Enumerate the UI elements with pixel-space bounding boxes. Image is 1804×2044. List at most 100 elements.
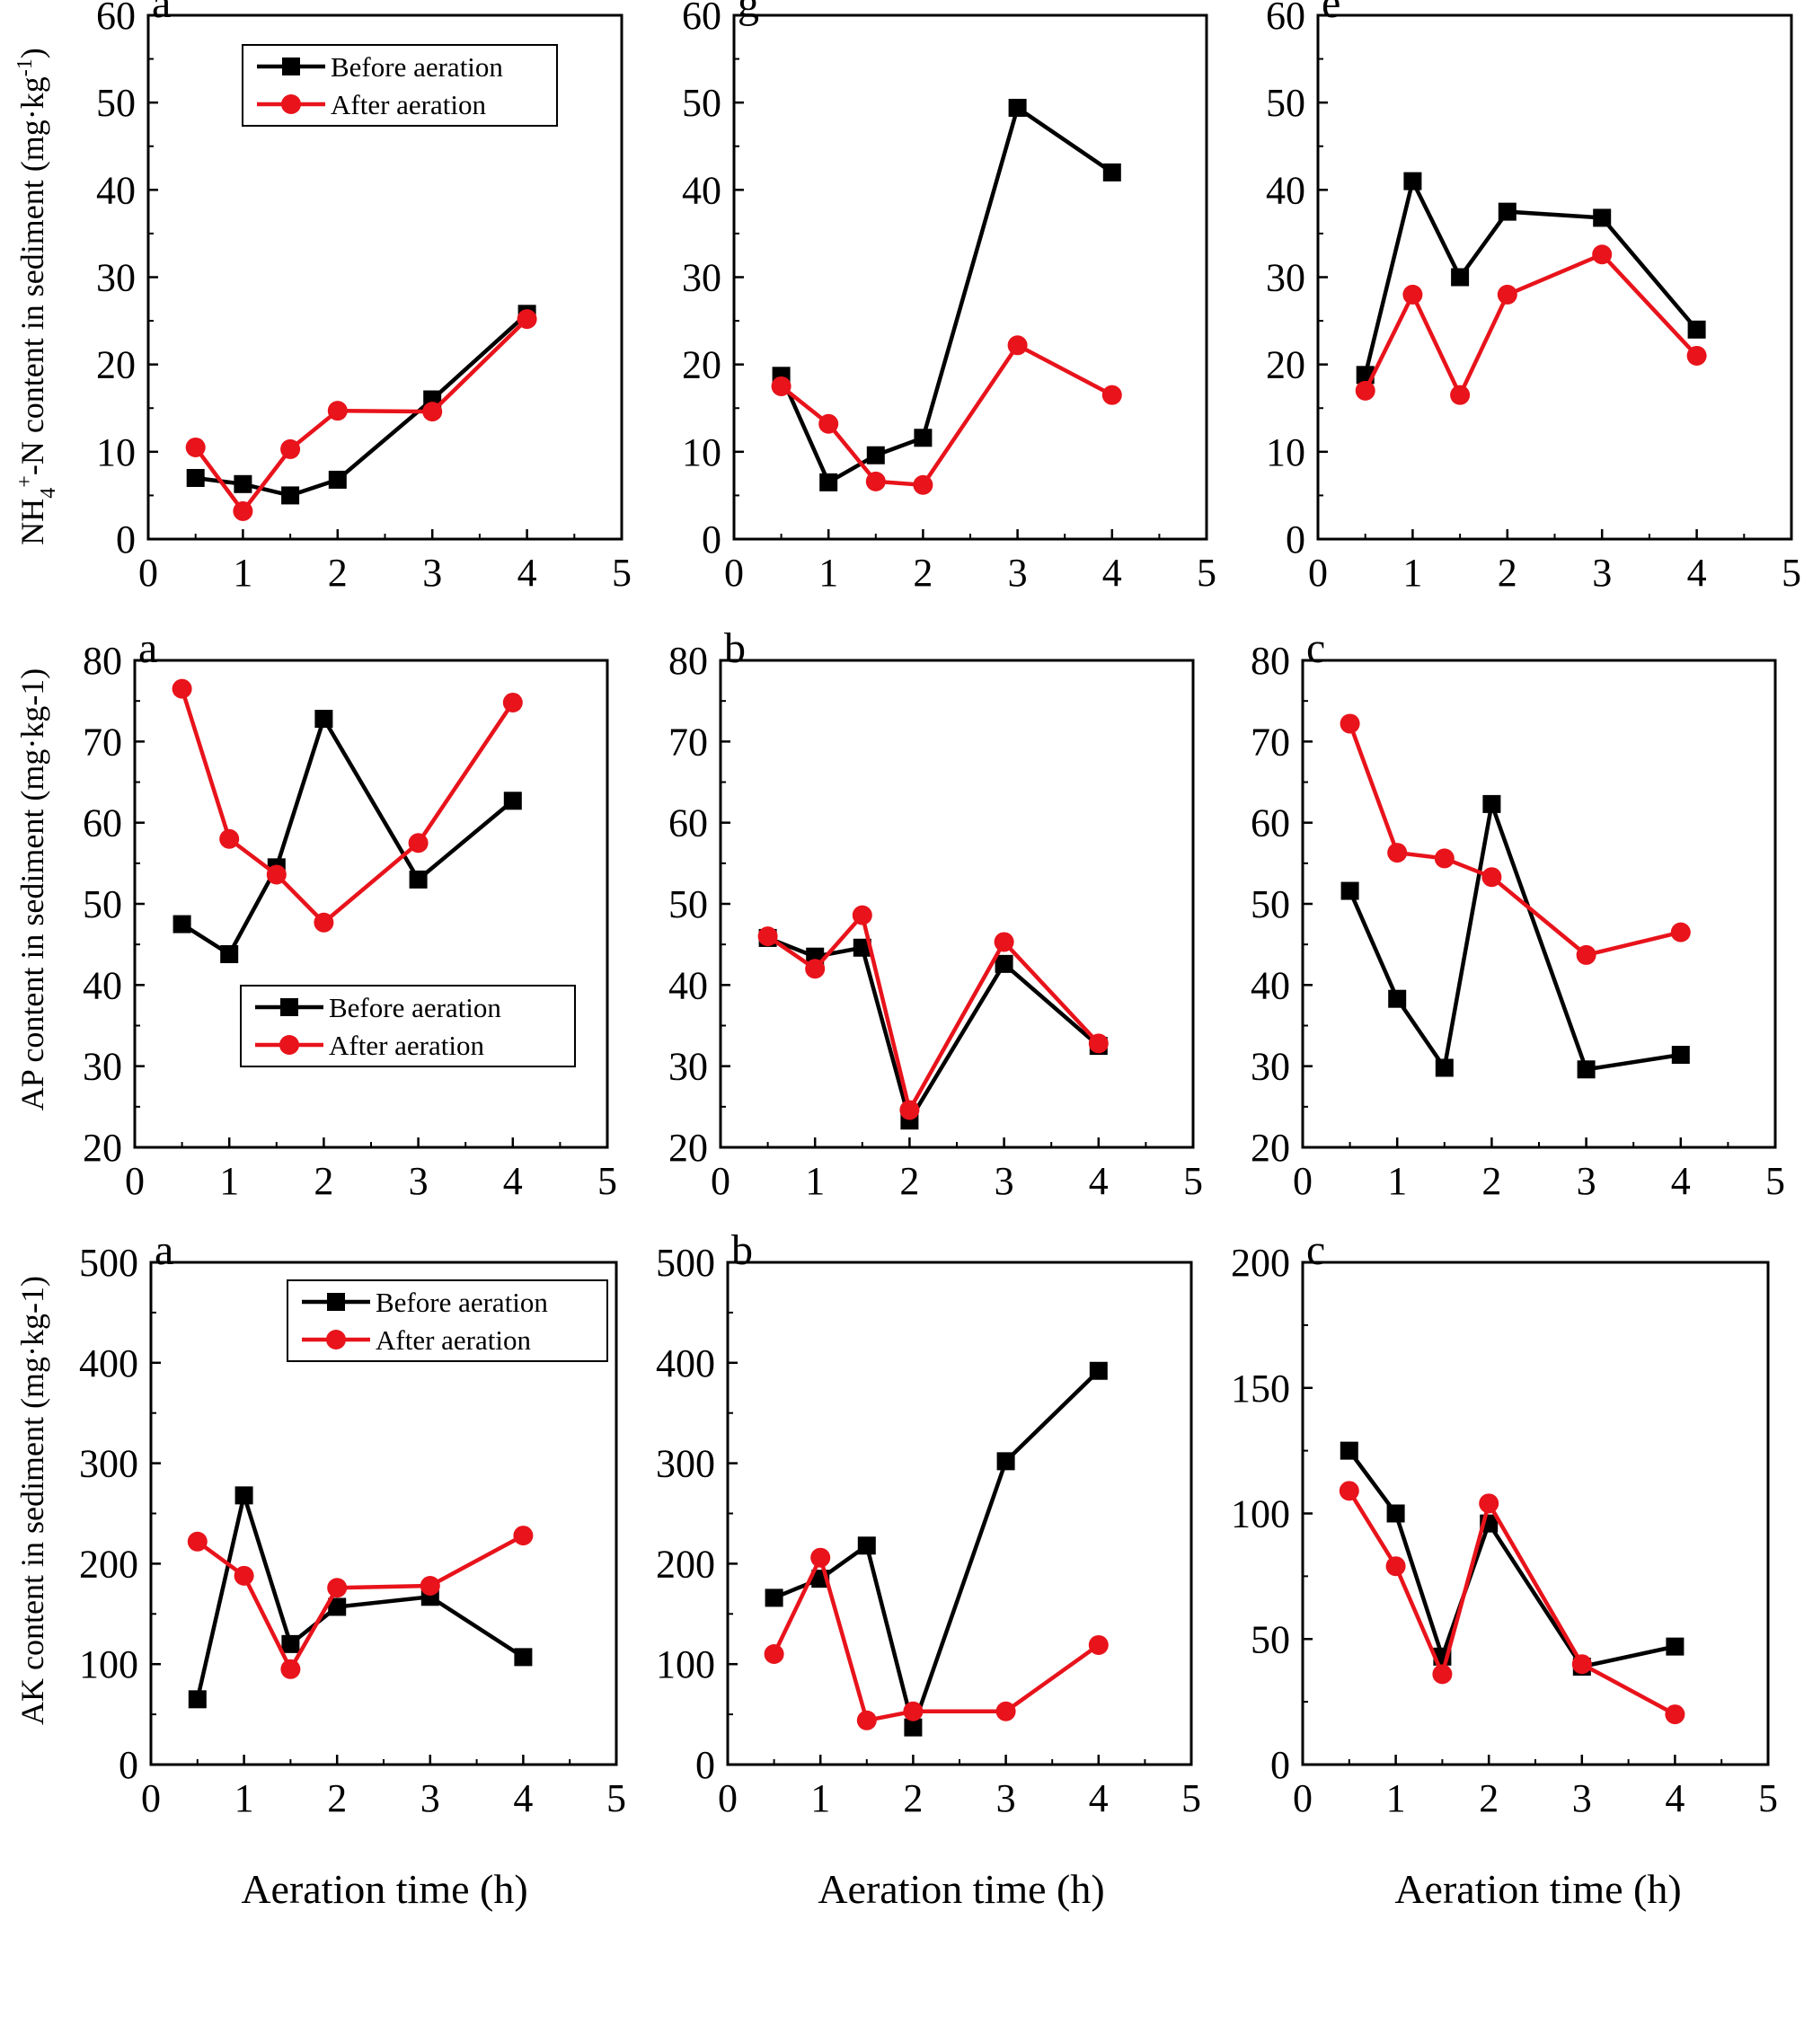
before-point [1089,1361,1108,1380]
legend-before-marker [282,58,300,75]
y-tick-label: 60 [1251,801,1290,845]
panel-1-1: 0 1 2 3 4 5 20 30 40 50 60 70 80 b [668,624,1203,1203]
y-tick-label: 10 [682,430,721,474]
before-point [1386,1504,1405,1523]
after-point [818,413,839,434]
after-point [1355,380,1375,401]
y-tick-label: 50 [1266,81,1305,125]
after-point [408,833,429,854]
x-tick-label: 4 [1089,1776,1109,1820]
x-tick-label: 3 [1577,1159,1596,1203]
y-tick-label: 30 [668,1045,708,1089]
after-point [899,1100,920,1120]
plot-frame [719,659,1195,1149]
before-point [1482,794,1501,813]
after-point [420,1575,440,1596]
y-tick-label: 100 [656,1642,715,1686]
x-tick-label: 1 [233,551,252,595]
before-point [503,792,522,810]
after-aeration-line [180,687,515,925]
y-tick-label: 70 [668,720,708,764]
ylabel-nh4-sup: + [13,475,37,488]
before-aeration-line [195,1487,525,1700]
x-tick-label: 5 [612,551,632,595]
y-tick-label: 60 [83,801,122,845]
after-point [865,471,886,491]
before-point [409,870,428,889]
panel-1-2: 0 1 2 3 4 5 20 30 40 50 60 70 80 c [1251,624,1785,1203]
y-tick-label: 40 [96,168,136,212]
before-point [514,1648,533,1667]
before-aeration-line [195,312,529,498]
x-tick-label: 2 [327,1776,347,1820]
before-point [996,1452,1015,1471]
y-tick-label: 20 [682,343,721,387]
y-tick-label: 0 [1270,1743,1290,1787]
x-tick-label: 4 [1665,1776,1685,1820]
after-point [1088,1033,1109,1054]
y-tick-label: 200 [79,1542,138,1586]
after-point [1340,713,1360,734]
after-point [422,402,443,422]
legend-after-marker [279,1035,299,1055]
before-point [1666,1637,1685,1656]
after-point [502,692,523,712]
after-point [1339,1481,1359,1501]
after-point [771,376,791,396]
after-point [757,926,778,947]
after-aeration-line [780,342,1113,488]
x-tick-label: 1 [805,1159,825,1203]
panel-letter: c [1306,624,1325,672]
y-tick-label: 0 [1286,518,1305,562]
legend-before-marker [280,998,298,1016]
x-tick-label: 5 [1758,1776,1778,1820]
y-tick-label: 60 [1266,0,1305,38]
y-tick-label: 50 [83,882,122,926]
y-tick-label: 30 [96,256,136,300]
y-tick-label: 40 [682,168,721,212]
x-tick-label: 0 [125,1159,145,1203]
y-tick-label: 150 [1231,1367,1290,1411]
legend-before-marker [327,1293,345,1311]
after-point [903,1701,924,1721]
y-tick-label: 80 [668,639,708,683]
after-point [1686,345,1707,366]
y-tick-label: 30 [682,256,721,300]
after-point [517,309,537,330]
y-axis-label-nh4: NH4+-N content in sediment (mg·kg-1) [13,48,60,544]
legend-before-label: Before aeration [329,992,501,1023]
after-point [1479,1493,1499,1514]
before-aeration-line [779,104,1114,486]
panel-letter: g [738,0,759,27]
after-point [1497,284,1517,305]
x-axis-label-col3: Aeration time (h) [1394,1866,1681,1912]
x-tick-label: 0 [138,551,158,595]
y-tick-label: 50 [668,882,708,926]
after-aeration-line [1363,252,1699,400]
y-tick-label: 70 [83,720,122,764]
y-tick-label: 20 [1266,343,1305,387]
y-tick-label: 500 [656,1241,715,1285]
legend-after-label: After aeration [329,1030,484,1061]
y-axis-label-ap: AP content in sediment (mg·kg-1) [14,668,50,1111]
ylabel-nh4-sub: 4 [37,488,60,499]
after-point [1670,922,1691,942]
x-tick-label: 2 [328,551,348,595]
y-axis-label-ak: AK content in sediment (mg·kg-1) [14,1276,50,1725]
y-tick-label: 0 [116,518,136,562]
x-tick-label: 1 [1402,551,1422,595]
y-tick-label: 50 [96,81,136,125]
after-point [1432,1664,1453,1685]
legend-after-marker [281,94,301,114]
y-tick-label: 80 [83,639,122,683]
before-point [234,1486,253,1505]
legend: Before aeration After aeration [240,985,576,1067]
before-point [328,1597,347,1616]
after-point [810,1547,831,1568]
after-point [280,438,301,459]
y-tick-label: 70 [1251,720,1290,764]
before-point [328,470,347,489]
y-tick-label: 30 [1266,256,1305,300]
